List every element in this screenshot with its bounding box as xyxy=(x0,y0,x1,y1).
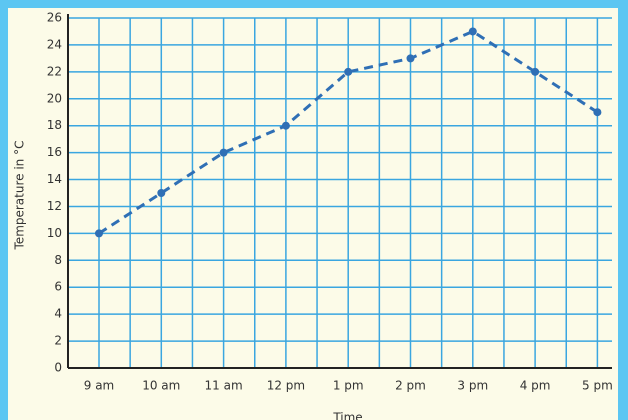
y-tick-label: 24 xyxy=(47,37,62,51)
y-tick-label: 10 xyxy=(47,226,62,240)
y-tick-label: 14 xyxy=(47,172,62,186)
data-point xyxy=(406,54,415,63)
data-point xyxy=(344,67,353,76)
x-tick-label: 5 pm xyxy=(582,379,613,393)
y-axis-label: Temperature in °C xyxy=(13,141,27,251)
frame xyxy=(8,8,618,420)
y-tick-label: 6 xyxy=(54,280,62,294)
data-point xyxy=(593,108,602,117)
x-tick-label: 3 pm xyxy=(457,379,488,393)
x-tick-label: 1 pm xyxy=(333,379,364,393)
y-tick-label: 18 xyxy=(47,118,62,132)
x-tick-label: 4 pm xyxy=(520,379,551,393)
data-point xyxy=(157,189,166,197)
x-axis-label: Time xyxy=(332,411,362,420)
x-tick-label: 2 pm xyxy=(395,379,426,393)
y-tick-label: 12 xyxy=(47,199,62,213)
data-point xyxy=(95,229,103,238)
x-tick-label: 10 am xyxy=(142,379,180,393)
x-tick-label: 9 am xyxy=(84,379,115,393)
data-point xyxy=(219,148,228,157)
y-tick-label: 4 xyxy=(54,307,62,321)
data-point xyxy=(281,121,290,130)
data-point xyxy=(531,67,540,76)
y-tick-label: 26 xyxy=(47,11,62,25)
data-point xyxy=(468,27,477,36)
x-tick-label: 12 pm xyxy=(267,379,305,393)
data-line xyxy=(98,29,599,235)
x-tick-label: 11 am xyxy=(205,379,243,393)
y-tick-label: 0 xyxy=(54,361,62,375)
y-tick-label: 22 xyxy=(47,64,62,78)
y-tick-label: 2 xyxy=(54,334,62,348)
y-tick-label: 16 xyxy=(47,145,62,159)
y-tick-label: 20 xyxy=(47,91,62,105)
y-tick-label: 8 xyxy=(54,253,62,267)
